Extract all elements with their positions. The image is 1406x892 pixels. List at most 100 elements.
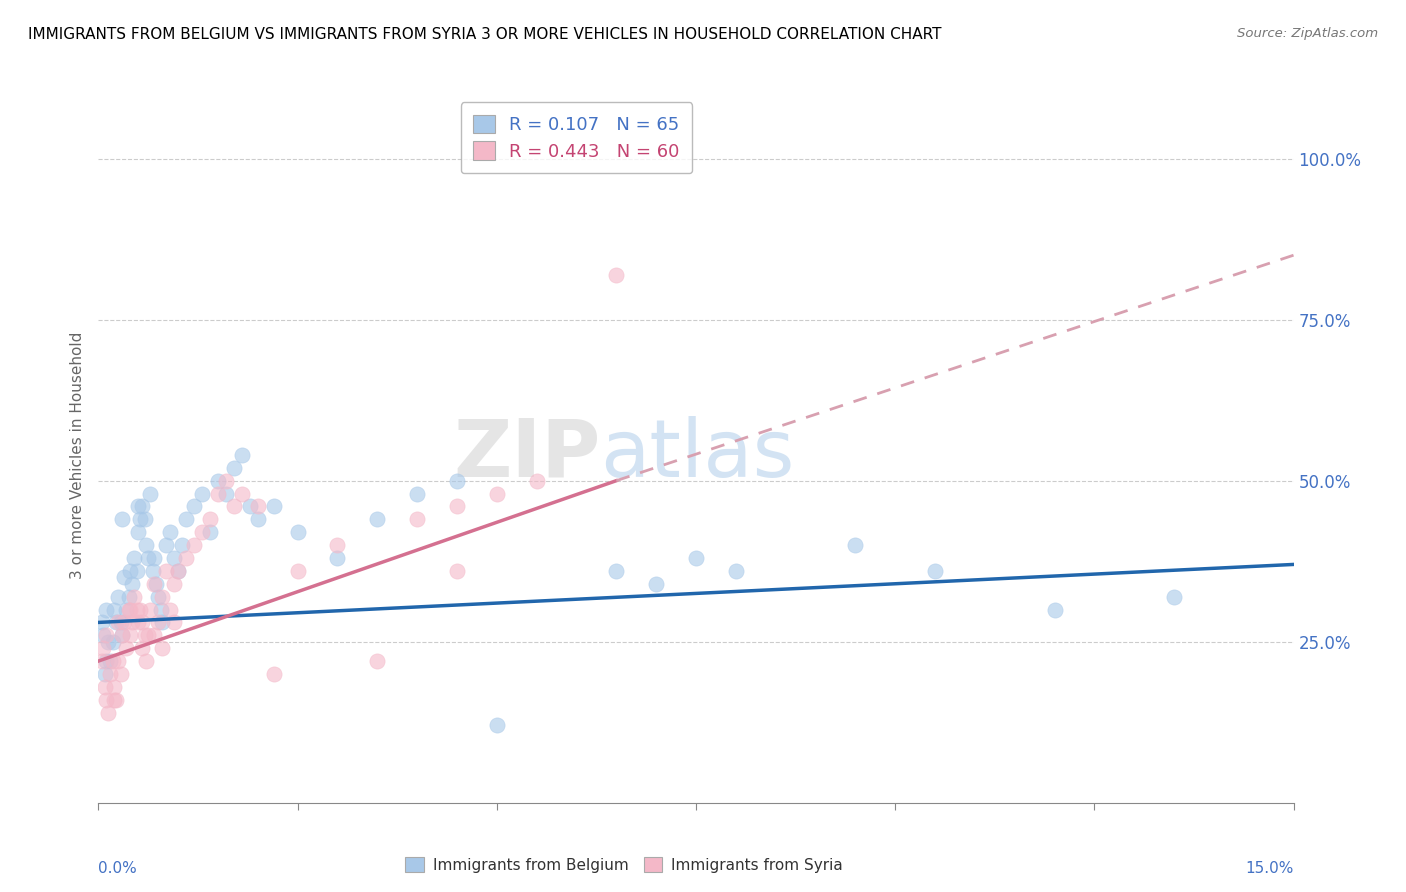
Point	[446, 564, 468, 578]
Point	[134, 628, 156, 642]
Point	[97, 634, 120, 648]
Point	[246, 500, 269, 514]
Point	[159, 525, 181, 540]
Point	[239, 500, 262, 514]
Point	[366, 512, 388, 526]
Point	[98, 667, 122, 681]
Point	[163, 576, 186, 591]
Point	[172, 538, 194, 552]
Point	[174, 512, 197, 526]
Point	[155, 564, 177, 578]
Point	[159, 602, 181, 616]
Point	[485, 486, 508, 500]
Point	[136, 551, 159, 566]
Point	[150, 615, 173, 630]
Point	[101, 654, 124, 668]
Point	[222, 500, 245, 514]
Point	[163, 615, 186, 630]
Point	[112, 615, 135, 630]
Point	[724, 564, 747, 578]
Point	[287, 564, 309, 578]
Point	[111, 628, 134, 642]
Point	[124, 590, 146, 604]
Point	[107, 615, 129, 630]
Point	[198, 512, 221, 526]
Point	[148, 590, 170, 604]
Point	[94, 667, 117, 681]
Point	[231, 486, 253, 500]
Point	[110, 667, 132, 681]
Point	[143, 551, 166, 566]
Point	[287, 525, 309, 540]
Point	[115, 641, 138, 656]
Point	[142, 564, 165, 578]
Text: ZIP: ZIP	[453, 416, 600, 494]
Point	[94, 628, 117, 642]
Point	[112, 570, 135, 584]
Point	[167, 564, 190, 578]
Point	[183, 500, 205, 514]
Text: 15.0%: 15.0%	[1246, 861, 1294, 876]
Point	[446, 474, 468, 488]
Point	[96, 602, 118, 616]
Point	[366, 654, 388, 668]
Point	[215, 474, 238, 488]
Point	[135, 654, 157, 668]
Point	[605, 564, 627, 578]
Point	[191, 525, 214, 540]
Point	[131, 641, 153, 656]
Point	[183, 538, 205, 552]
Point	[101, 634, 124, 648]
Point	[131, 615, 153, 630]
Text: Source: ZipAtlas.com: Source: ZipAtlas.com	[1237, 27, 1378, 40]
Point	[215, 486, 238, 500]
Point	[326, 551, 349, 566]
Point	[120, 564, 142, 578]
Point	[924, 564, 946, 578]
Point	[231, 448, 253, 462]
Point	[111, 512, 134, 526]
Point	[125, 602, 148, 616]
Point	[198, 525, 221, 540]
Point	[131, 500, 153, 514]
Point	[143, 576, 166, 591]
Point	[263, 500, 285, 514]
Point	[104, 615, 127, 630]
Point	[103, 680, 125, 694]
Point	[121, 576, 143, 591]
Point	[120, 602, 142, 616]
Point	[645, 576, 668, 591]
Point	[94, 680, 117, 694]
Point	[121, 615, 143, 630]
Point	[148, 615, 170, 630]
Point	[96, 692, 118, 706]
Point	[1043, 602, 1066, 616]
Point	[107, 590, 129, 604]
Point	[118, 590, 141, 604]
Point	[149, 602, 172, 616]
Point	[124, 551, 146, 566]
Point	[128, 602, 150, 616]
Point	[91, 641, 114, 656]
Point	[91, 628, 114, 642]
Point	[145, 576, 167, 591]
Point	[97, 706, 120, 720]
Point	[98, 654, 122, 668]
Point	[110, 615, 132, 630]
Point	[1163, 590, 1185, 604]
Point	[150, 641, 173, 656]
Point	[91, 615, 114, 630]
Point	[135, 538, 157, 552]
Point	[111, 628, 134, 642]
Point	[605, 268, 627, 282]
Text: 0.0%: 0.0%	[98, 861, 138, 876]
Point	[115, 602, 138, 616]
Point	[127, 615, 149, 630]
Point	[163, 551, 186, 566]
Text: atlas: atlas	[600, 416, 794, 494]
Point	[128, 512, 150, 526]
Point	[139, 602, 162, 616]
Point	[107, 654, 129, 668]
Point	[91, 654, 114, 668]
Point	[222, 460, 245, 475]
